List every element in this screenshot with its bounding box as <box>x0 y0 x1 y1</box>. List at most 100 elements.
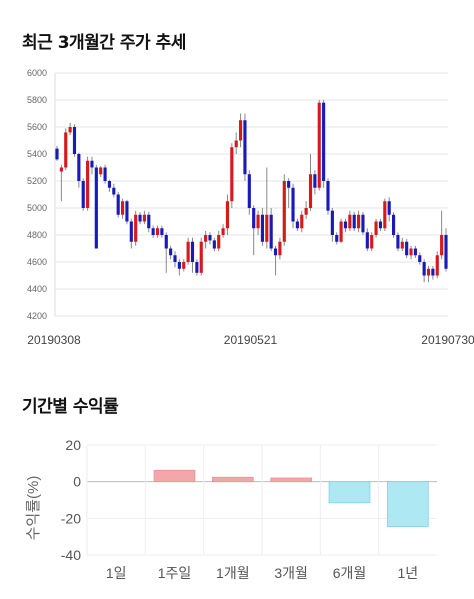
x-category-label: 1일 <box>106 565 127 581</box>
stock-price-candlestick-chart: 6000 5800 5600 5400 5200 5000 4800 4600 4400 4200… <box>27 68 474 347</box>
y-tick-label: 20 <box>65 437 81 453</box>
candle-body <box>107 181 112 188</box>
candle-body <box>160 228 164 235</box>
candle-body <box>422 262 426 276</box>
candle-body <box>304 208 308 215</box>
y-tick-label: 5800 <box>27 95 47 105</box>
candle-body <box>195 262 199 273</box>
y-tick-label: 5200 <box>27 176 47 186</box>
return-bar <box>270 477 312 483</box>
candle-body <box>72 127 77 154</box>
candle-body <box>317 102 321 188</box>
candle-body <box>138 214 142 222</box>
candle-body <box>190 241 195 262</box>
candle-body <box>335 235 339 242</box>
candle-body <box>243 120 247 175</box>
candle-body <box>86 160 90 208</box>
x-tick-label: 20190308 <box>27 333 81 347</box>
y-tick-label: 5600 <box>27 122 47 132</box>
y-tick-label: -40 <box>61 547 81 563</box>
candle-body <box>234 140 238 148</box>
candle-body <box>247 174 251 208</box>
candle-body <box>116 194 120 215</box>
candle-body <box>357 214 361 229</box>
candle-body <box>295 221 299 229</box>
candle-body <box>208 235 212 241</box>
return-bar <box>153 469 196 483</box>
candle-body <box>125 201 129 222</box>
candle-body <box>365 232 369 249</box>
candle-body <box>278 241 282 256</box>
period-return-title: 기간별 수익률 <box>22 397 119 417</box>
candle-body <box>68 127 72 133</box>
candle-body <box>383 201 387 229</box>
y-axis-label: 수익률(%) <box>25 476 42 541</box>
candle-body <box>230 147 234 202</box>
candle-body <box>147 214 151 229</box>
candle-body <box>260 214 265 242</box>
candle-body <box>129 221 133 242</box>
candle-body <box>212 240 216 249</box>
candle-body <box>291 187 295 222</box>
candle-body <box>343 221 348 229</box>
candle-body <box>90 160 94 168</box>
candle-body <box>348 214 352 229</box>
candle-body <box>177 262 181 269</box>
y-tick-label: 5400 <box>27 149 47 159</box>
candle-body <box>256 214 260 229</box>
candle-body <box>313 174 317 188</box>
candle-body <box>134 214 138 242</box>
x-category-label: 1개월 <box>216 565 250 581</box>
x-category-label: 6개월 <box>333 565 367 581</box>
y-tick-label: 4600 <box>27 257 47 267</box>
candle-body <box>431 268 435 276</box>
y-tick-label: 4400 <box>27 284 47 294</box>
candle-body <box>164 235 168 249</box>
candle-body <box>252 208 256 229</box>
y-tick-label: 5000 <box>27 203 47 213</box>
y-tick-label: 4200 <box>27 311 47 321</box>
candle-body <box>400 241 404 249</box>
candle-body <box>322 102 326 181</box>
candle-body <box>64 132 68 168</box>
x-tick-label: 20190730 <box>421 333 474 347</box>
stock-trend-title: 최근 3개월간 주가 추세 <box>22 33 186 53</box>
candle-body <box>300 214 304 229</box>
candle-body <box>374 221 378 235</box>
candle-body <box>55 148 59 160</box>
candle-body <box>99 167 103 175</box>
candle-body <box>217 235 221 249</box>
x-tick-label: 20190521 <box>224 333 278 347</box>
candle-body <box>370 235 374 249</box>
candle-body <box>282 181 286 242</box>
candle-body <box>151 228 155 235</box>
candle-body <box>308 174 313 208</box>
candle-body <box>361 214 365 233</box>
candle-body <box>387 201 391 215</box>
candle-body <box>204 235 208 242</box>
candle-body <box>173 255 177 262</box>
candle-body <box>155 228 160 235</box>
candle-body <box>418 255 422 262</box>
candle-body <box>169 248 173 256</box>
candle-body <box>77 154 81 181</box>
x-category-label: 1주일 <box>158 565 192 581</box>
x-category-label: 1년 <box>397 565 418 581</box>
candle-body <box>273 248 278 256</box>
x-category-label: 3개월 <box>274 565 308 581</box>
candle-body <box>391 214 396 235</box>
candle-body <box>112 187 116 195</box>
candle-body <box>330 210 334 235</box>
y-tick-label: 6000 <box>27 68 47 78</box>
candle-body <box>269 214 273 249</box>
candle-body <box>287 181 291 188</box>
candle-body <box>182 262 186 269</box>
candle-body <box>326 181 330 211</box>
candle-body <box>199 241 203 273</box>
candle-body <box>103 167 107 181</box>
candle-body <box>435 255 439 276</box>
candle-body <box>81 181 85 208</box>
return-bar <box>387 481 429 527</box>
candle-body <box>444 235 448 269</box>
y-tick-label: -20 <box>61 510 81 526</box>
